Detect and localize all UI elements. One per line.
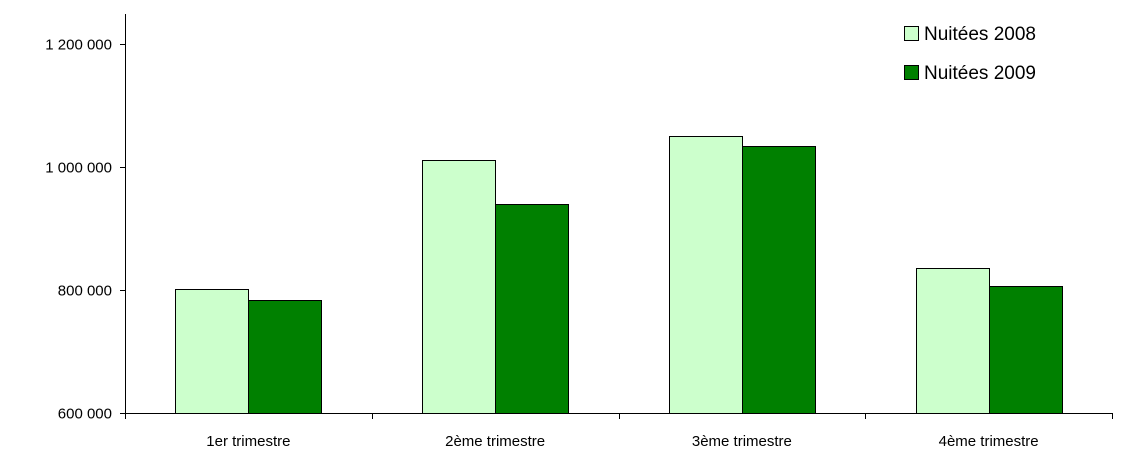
y-tick-label: 600 000 <box>58 406 112 423</box>
legend-label: Nuitées 2009 <box>924 63 1036 84</box>
y-tick-label: 1 000 000 <box>45 160 112 177</box>
bar-nuitees-2008-3 <box>669 136 743 414</box>
bar-nuitees-2009-3 <box>742 146 816 414</box>
legend-label: Nuitées 2008 <box>924 24 1036 45</box>
bar-nuitees-2009-1 <box>248 300 322 414</box>
y-tick-label: 1 200 000 <box>45 37 112 54</box>
bars <box>175 136 1063 414</box>
bar-nuitees-2008-2 <box>422 160 496 414</box>
bar-nuitees-2009-4 <box>989 286 1063 414</box>
legend-swatch <box>904 65 919 80</box>
bar-nuitees-2008-1 <box>175 289 249 414</box>
bar-nuitees-2008-4 <box>916 268 990 414</box>
x-tick-label: 2ème trimestre <box>445 433 545 450</box>
legend-swatch <box>904 26 919 41</box>
y-axis: 600 000 800 000 1 000 000 1 200 000 <box>45 14 126 423</box>
x-axis: 1er trimestre 2ème trimestre 3ème trimestr… <box>125 413 1113 450</box>
x-tick-label: 1er trimestre <box>206 433 290 450</box>
bar-nuitees-2009-2 <box>495 204 569 414</box>
x-tick-label: 4ème trimestre <box>939 433 1039 450</box>
legend: Nuitées 2008 Nuitées 2009 <box>904 24 1036 84</box>
y-tick-label: 800 000 <box>58 283 112 300</box>
x-tick-label: 3ème trimestre <box>692 433 792 450</box>
